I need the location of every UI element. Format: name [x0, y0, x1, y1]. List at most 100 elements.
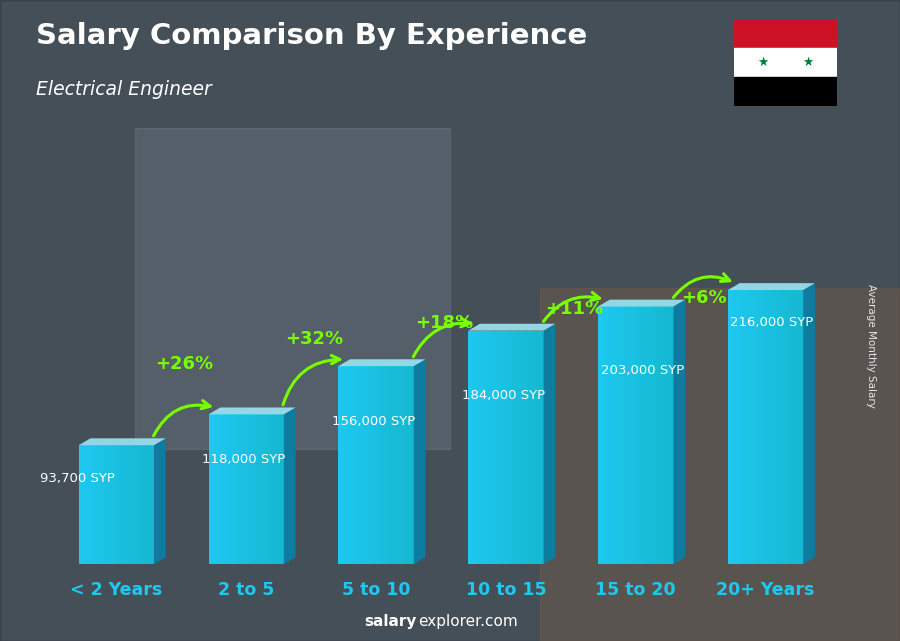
- Bar: [798, 290, 801, 564]
- Bar: [616, 306, 618, 564]
- Bar: [621, 306, 624, 564]
- Bar: [786, 290, 788, 564]
- Bar: [141, 445, 144, 564]
- Bar: [282, 414, 284, 564]
- Bar: [728, 290, 731, 564]
- Bar: [478, 331, 482, 564]
- Bar: [646, 306, 649, 564]
- Bar: [758, 290, 760, 564]
- Bar: [471, 331, 473, 564]
- Text: salary: salary: [364, 615, 417, 629]
- Bar: [401, 366, 404, 564]
- Bar: [212, 414, 214, 564]
- Bar: [144, 445, 147, 564]
- Bar: [219, 414, 221, 564]
- Bar: [644, 306, 646, 564]
- Bar: [104, 445, 106, 564]
- Bar: [776, 290, 778, 564]
- Bar: [501, 331, 504, 564]
- Bar: [506, 331, 508, 564]
- Bar: [623, 306, 626, 564]
- Text: +18%: +18%: [415, 314, 473, 332]
- Bar: [147, 445, 149, 564]
- Bar: [389, 366, 392, 564]
- Bar: [406, 366, 409, 564]
- Bar: [748, 290, 751, 564]
- Bar: [476, 331, 479, 564]
- Bar: [392, 366, 394, 564]
- Bar: [259, 414, 262, 564]
- Bar: [669, 306, 671, 564]
- Polygon shape: [468, 324, 555, 331]
- Bar: [538, 331, 541, 564]
- Bar: [734, 48, 837, 77]
- Bar: [134, 445, 137, 564]
- Bar: [139, 445, 142, 564]
- Bar: [598, 306, 601, 564]
- Bar: [86, 445, 89, 564]
- Text: +6%: +6%: [680, 289, 726, 307]
- Bar: [102, 445, 104, 564]
- Bar: [666, 306, 669, 564]
- Bar: [638, 306, 641, 564]
- Bar: [516, 331, 518, 564]
- Bar: [755, 290, 759, 564]
- Bar: [338, 366, 341, 564]
- Bar: [149, 445, 152, 564]
- Bar: [656, 306, 659, 564]
- Bar: [783, 290, 786, 564]
- Bar: [122, 445, 124, 564]
- Bar: [600, 306, 603, 564]
- Polygon shape: [803, 283, 815, 564]
- Bar: [374, 366, 376, 564]
- Bar: [634, 306, 636, 564]
- Bar: [635, 306, 638, 564]
- Bar: [801, 290, 804, 564]
- Bar: [508, 331, 511, 564]
- Bar: [91, 445, 94, 564]
- Bar: [486, 331, 489, 564]
- Bar: [745, 290, 748, 564]
- Bar: [631, 306, 634, 564]
- Text: 93,700 SYP: 93,700 SYP: [40, 472, 115, 485]
- Bar: [216, 414, 219, 564]
- Bar: [491, 331, 493, 564]
- Bar: [229, 414, 231, 564]
- Bar: [79, 445, 82, 564]
- Bar: [247, 414, 249, 564]
- Bar: [404, 366, 407, 564]
- Bar: [738, 290, 741, 564]
- Bar: [511, 331, 514, 564]
- Bar: [653, 306, 656, 564]
- Bar: [760, 290, 763, 564]
- Bar: [364, 366, 366, 564]
- Bar: [129, 445, 131, 564]
- Bar: [135, 128, 450, 449]
- Bar: [536, 331, 539, 564]
- Bar: [274, 414, 276, 564]
- Bar: [221, 414, 224, 564]
- Bar: [796, 290, 798, 564]
- Bar: [489, 331, 491, 564]
- Bar: [124, 445, 127, 564]
- Bar: [658, 306, 662, 564]
- Bar: [763, 290, 766, 564]
- Bar: [651, 306, 653, 564]
- Bar: [371, 366, 373, 564]
- Bar: [663, 306, 666, 564]
- Bar: [348, 366, 351, 564]
- Bar: [89, 445, 92, 564]
- Bar: [234, 414, 237, 564]
- Bar: [361, 366, 364, 564]
- Bar: [137, 445, 139, 564]
- Bar: [238, 414, 241, 564]
- Bar: [526, 331, 529, 564]
- Bar: [734, 19, 837, 48]
- Bar: [791, 290, 794, 564]
- Bar: [241, 414, 244, 564]
- Bar: [112, 445, 114, 564]
- Bar: [778, 290, 781, 564]
- Bar: [411, 366, 414, 564]
- Bar: [611, 306, 614, 564]
- Bar: [131, 445, 134, 564]
